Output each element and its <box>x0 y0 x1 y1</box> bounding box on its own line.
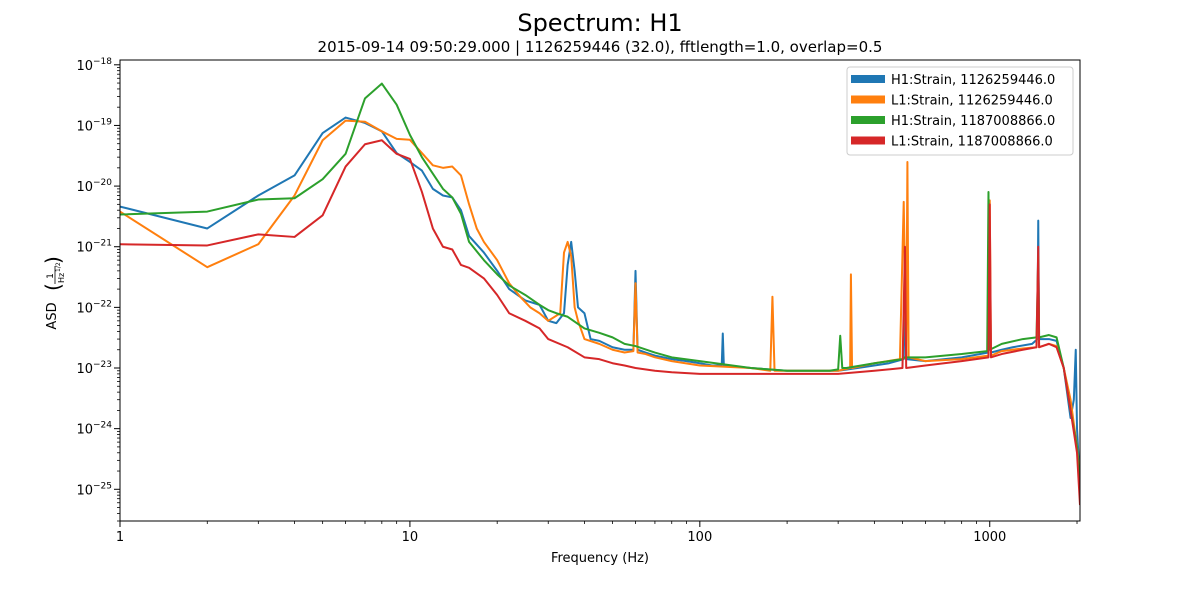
y-tick-label: 10−20 <box>76 178 112 195</box>
y-axis-unit-num: 1 <box>46 273 56 279</box>
legend-label-4: L1:Strain, 1187008866.0 <box>891 135 1053 150</box>
series-line-4 <box>120 139 1080 506</box>
x-tick-label: 100 <box>687 530 712 545</box>
y-axis-paren-open: ( <box>41 283 65 291</box>
y-tick-label: 10−21 <box>76 239 112 256</box>
y-tick-label: 10−18 <box>76 57 112 74</box>
x-tick-label: 1000 <box>973 530 1006 545</box>
y-tick-label: 10−25 <box>76 481 112 498</box>
x-tick-label: 10 <box>402 530 419 545</box>
chart-title: Spectrum: H1 <box>517 9 682 37</box>
plot-frame <box>119 59 1081 522</box>
series-line-3 <box>120 82 1080 485</box>
y-tick-label: 10−19 <box>76 117 112 134</box>
y-tick-label: 10−22 <box>76 299 112 316</box>
y-axis-unit-den: Hz <box>57 273 66 283</box>
y-axis-unit-exp: 1/2 <box>55 262 62 272</box>
legend-box <box>846 66 1074 156</box>
series-layer <box>120 82 1080 506</box>
y-axis-label: ASD ( 1 Hz 1/2 ) <box>41 256 66 329</box>
x-axis-label: Frequency (Hz) <box>551 551 649 566</box>
x-tick-label: 1 <box>116 530 124 545</box>
legend-label-3: H1:Strain, 1187008866.0 <box>891 114 1055 129</box>
y-axis-label-prefix: ASD <box>45 302 60 329</box>
y-tick-label: 10−23 <box>76 360 112 377</box>
legend-label-2: L1:Strain, 1126259446.0 <box>891 94 1053 109</box>
y-axis-paren-close: ) <box>41 256 65 264</box>
chart-subtitle: 2015-09-14 09:50:29.000 | 1126259446 (32… <box>318 38 883 56</box>
legend: H1:Strain, 1126259446.0 L1:Strain, 112625… <box>846 66 1074 156</box>
series-line-1 <box>120 116 1080 485</box>
y-tick-label: 10−24 <box>76 421 112 438</box>
legend-label-1: H1:Strain, 1126259446.0 <box>891 73 1055 88</box>
